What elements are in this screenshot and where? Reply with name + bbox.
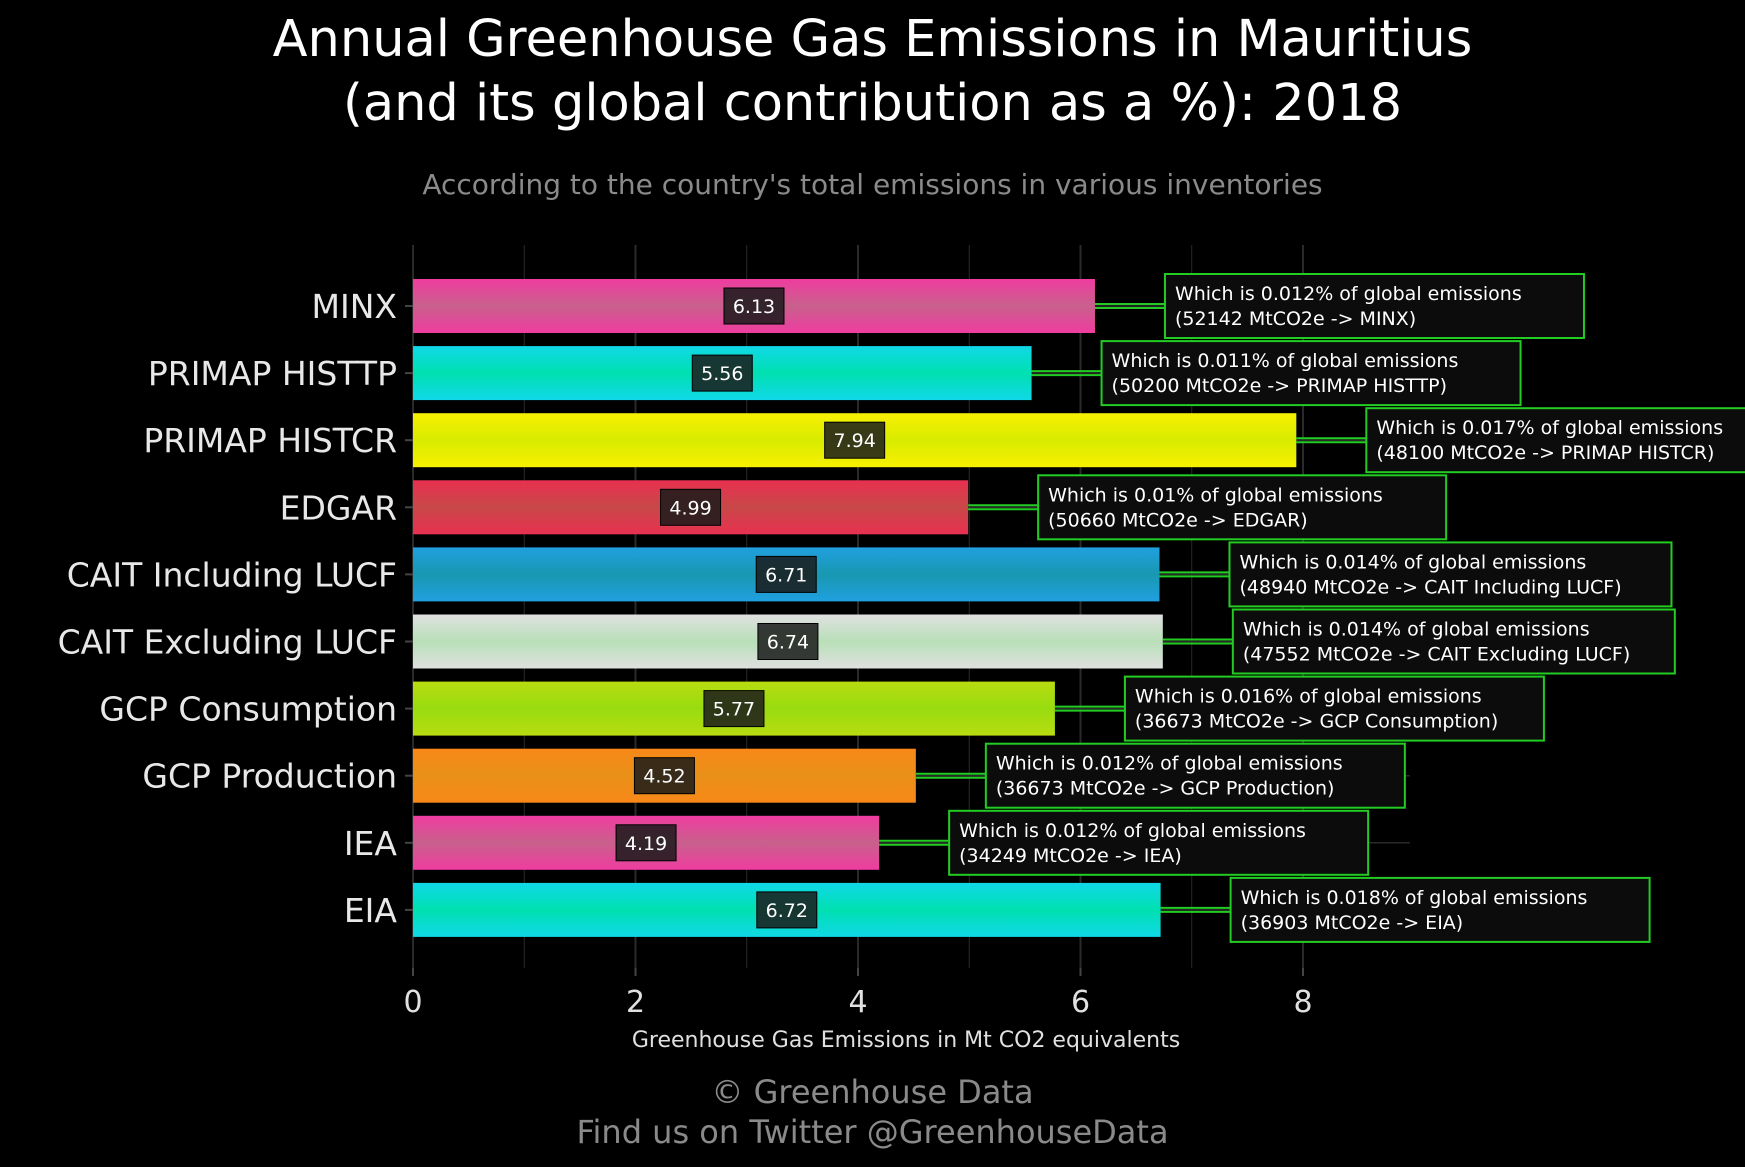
footer: © Greenhouse Data Find us on Twitter @Gr… — [0, 1072, 1745, 1152]
annotation-line-2: (48100 MtCO2e -> PRIMAP HISTCR) — [1376, 442, 1714, 464]
annotation-line-1: Which is 0.012% of global emissions — [1175, 283, 1522, 305]
x-tick-label: 8 — [1293, 985, 1312, 1020]
category-label: CAIT Including LUCF — [67, 555, 397, 594]
value-label: 6.74 — [767, 632, 809, 654]
annotation-box — [1231, 608, 1676, 675]
value-label: 6.72 — [766, 900, 808, 922]
value-label-box — [755, 555, 817, 593]
annotation-line-1: Which is 0.018% of global emissions — [1241, 887, 1588, 909]
annotation-line-1: Which is 0.01% of global emissions — [1048, 484, 1383, 506]
x-tick-label: 6 — [1071, 985, 1090, 1020]
value-label-box — [691, 354, 753, 392]
annotation-line-2: (50660 MtCO2e -> EDGAR) — [1048, 509, 1308, 531]
chart-subtitle: According to the country's total emissio… — [422, 168, 1323, 201]
chart-title-line-1: Annual Greenhouse Gas Emissions in Mauri… — [272, 10, 1473, 69]
value-label-box — [824, 421, 886, 459]
value-label: 6.13 — [733, 296, 775, 318]
annotation-box — [1365, 407, 1745, 474]
value-label: 4.52 — [643, 766, 685, 788]
category-label: PRIMAP HISTTP — [148, 354, 397, 393]
annotation-line-2: (36673 MtCO2e -> GCP Production) — [996, 778, 1335, 800]
annotation-box — [1100, 340, 1522, 407]
value-label-box — [756, 891, 818, 929]
annotation-box — [1229, 876, 1651, 943]
footer-twitter: Find us on Twitter @GreenhouseData — [576, 1113, 1169, 1151]
chart-title: Annual Greenhouse Gas Emissions in Mauri… — [0, 8, 1745, 136]
value-label: 5.77 — [713, 699, 755, 721]
value-label-box — [660, 488, 722, 526]
annotation-line-1: Which is 0.016% of global emissions — [1135, 686, 1482, 708]
x-axis-label: Greenhouse Gas Emissions in Mt CO2 equiv… — [632, 1028, 1180, 1053]
category-label: GCP Consumption — [99, 690, 397, 729]
value-label-box — [615, 824, 677, 862]
annotation-box — [1228, 541, 1673, 608]
annotation-line-2: (36903 MtCO2e -> EIA) — [1241, 912, 1464, 934]
x-tick-label: 4 — [848, 985, 867, 1020]
value-label: 6.71 — [765, 564, 807, 586]
annotation-line-2: (50200 MtCO2e -> PRIMAP HISTTP) — [1112, 375, 1447, 397]
value-label: 7.94 — [834, 430, 876, 452]
annotation-line-1: Which is 0.012% of global emissions — [959, 820, 1306, 842]
annotation-line-1: Which is 0.014% of global emissions — [1243, 619, 1590, 641]
value-label: 4.99 — [669, 497, 711, 519]
value-label: 5.56 — [701, 363, 743, 385]
category-label: MINX — [312, 287, 398, 326]
bars: 6.13 Which is 0.012% of global emissions (… — [413, 273, 1745, 943]
x-tick-label: 2 — [626, 985, 645, 1020]
value-label: 4.19 — [625, 833, 667, 855]
annotation-box — [1163, 273, 1585, 339]
annotation-line-2: (36673 MtCO2e -> GCP Consumption) — [1135, 711, 1498, 733]
footer-copyright: © Greenhouse Data — [711, 1073, 1034, 1111]
annotation-line-1: Which is 0.012% of global emissions — [996, 753, 1343, 775]
annotation-line-1: Which is 0.014% of global emissions — [1239, 551, 1586, 573]
value-label-box — [633, 757, 695, 795]
annotation-box — [948, 809, 1370, 876]
value-label-box — [723, 287, 785, 325]
annotation-line-2: (47552 MtCO2e -> CAIT Excluding LUCF) — [1243, 644, 1630, 666]
category-label: EDGAR — [280, 488, 397, 527]
category-label: PRIMAP HISTCR — [143, 421, 397, 460]
annotation-box — [984, 742, 1406, 809]
category-label: CAIT Excluding LUCF — [58, 623, 397, 662]
annotation-line-2: (52142 MtCO2e -> MINX) — [1175, 308, 1416, 330]
value-label-box — [703, 690, 765, 728]
category-label: GCP Production — [142, 757, 397, 796]
category-label: IEA — [344, 824, 398, 863]
annotation-box — [1037, 474, 1448, 541]
axes: 0 2 4 6 8 MINX PRIMAP HISTTP PRIMAP HISTCR EDGAR… — [58, 287, 1313, 1020]
annotation-line-1: Which is 0.017% of global emissions — [1376, 417, 1723, 439]
annotation-line-1: Which is 0.011% of global emissions — [1112, 350, 1459, 372]
x-tick-label: 0 — [403, 985, 422, 1020]
category-label: EIA — [344, 891, 398, 930]
value-label-box — [757, 623, 819, 660]
annotation-line-2: (34249 MtCO2e -> IEA) — [959, 845, 1182, 867]
chart-title-line-2: (and its global contribution as a %): 20… — [342, 74, 1403, 133]
annotation-line-2: (48940 MtCO2e -> CAIT Including LUCF) — [1239, 576, 1621, 598]
annotation-box — [1123, 675, 1545, 742]
